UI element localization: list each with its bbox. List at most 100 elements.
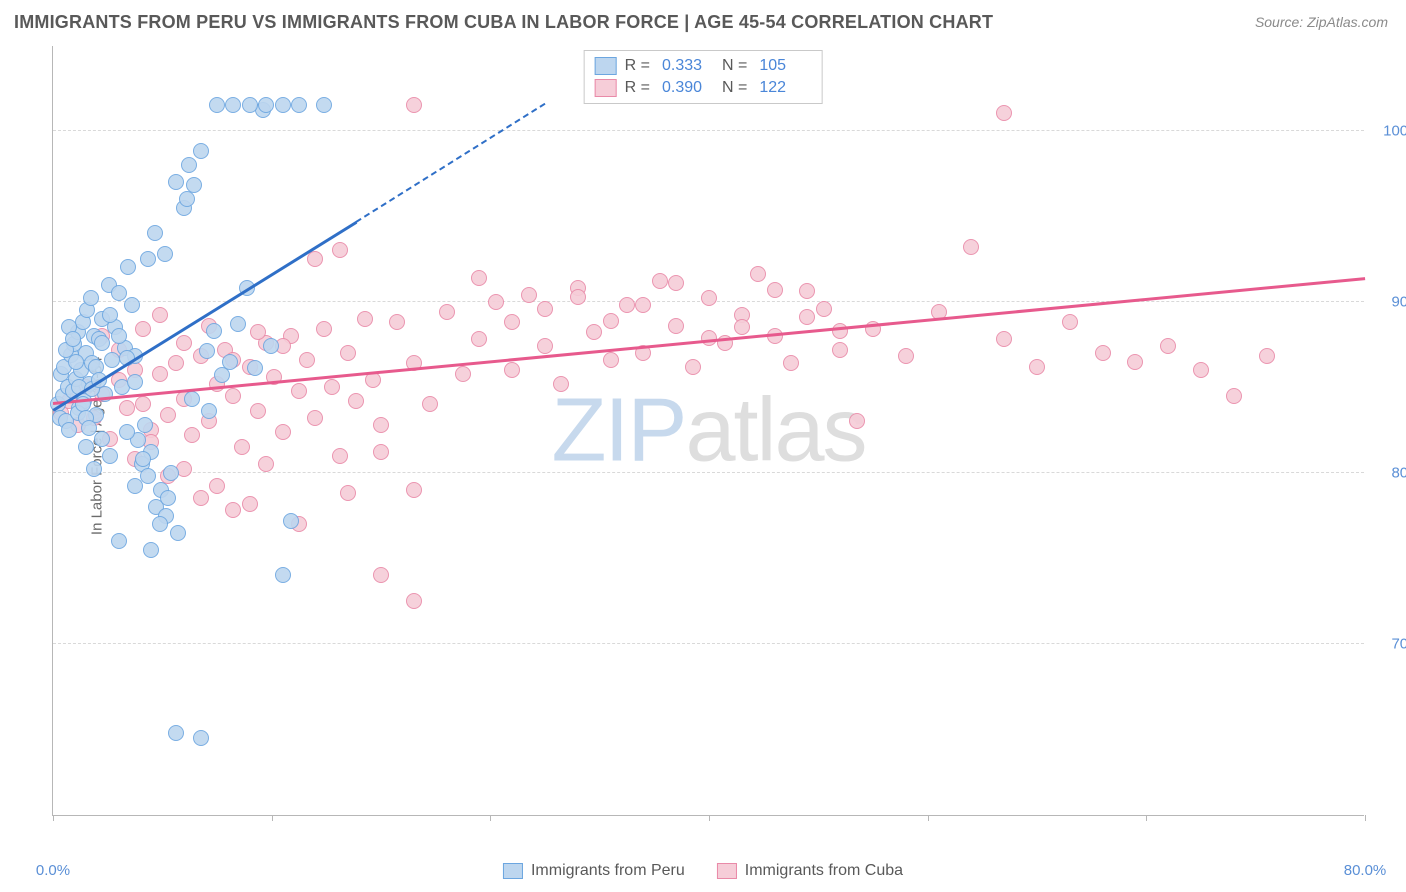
data-point-cuba bbox=[160, 407, 176, 423]
data-point-cuba bbox=[734, 319, 750, 335]
data-point-cuba bbox=[1226, 388, 1242, 404]
data-point-cuba bbox=[316, 321, 332, 337]
r-label: R = bbox=[625, 79, 650, 97]
data-point-peru bbox=[291, 97, 307, 113]
data-point-peru bbox=[120, 259, 136, 275]
data-point-cuba bbox=[258, 456, 274, 472]
legend-stats-peru: R = 0.333 N = 105 bbox=[595, 55, 812, 77]
data-point-cuba bbox=[504, 314, 520, 330]
data-point-peru bbox=[168, 725, 184, 741]
legend-label-peru: Immigrants from Peru bbox=[531, 862, 685, 880]
data-point-cuba bbox=[176, 335, 192, 351]
data-point-cuba bbox=[275, 424, 291, 440]
data-point-peru bbox=[193, 730, 209, 746]
data-point-peru bbox=[78, 439, 94, 455]
y-tick-label: 100.0% bbox=[1372, 122, 1406, 139]
data-point-cuba bbox=[996, 331, 1012, 347]
watermark-atlas: atlas bbox=[685, 380, 865, 480]
data-point-peru bbox=[181, 157, 197, 173]
data-point-cuba bbox=[471, 270, 487, 286]
data-point-cuba bbox=[799, 283, 815, 299]
data-point-cuba bbox=[373, 444, 389, 460]
data-point-peru bbox=[143, 542, 159, 558]
data-point-cuba bbox=[332, 448, 348, 464]
data-point-cuba bbox=[553, 376, 569, 392]
data-point-peru bbox=[68, 354, 84, 370]
data-point-peru bbox=[206, 323, 222, 339]
data-point-peru bbox=[283, 513, 299, 529]
data-point-cuba bbox=[1259, 348, 1275, 364]
y-tick-label: 80.0% bbox=[1372, 464, 1406, 481]
data-point-cuba bbox=[307, 251, 323, 267]
data-point-cuba bbox=[488, 294, 504, 310]
data-point-peru bbox=[275, 97, 291, 113]
data-point-cuba bbox=[570, 289, 586, 305]
data-point-peru bbox=[247, 360, 263, 376]
data-point-cuba bbox=[152, 366, 168, 382]
data-point-cuba bbox=[1160, 338, 1176, 354]
data-point-cuba bbox=[406, 593, 422, 609]
data-point-cuba bbox=[184, 427, 200, 443]
data-point-cuba bbox=[225, 502, 241, 518]
data-point-cuba bbox=[234, 439, 250, 455]
data-point-peru bbox=[222, 354, 238, 370]
peru-r-value: 0.333 bbox=[662, 57, 714, 75]
plot-area: ZIPatlas 70.0%80.0%90.0%100.0%0.0%80.0% bbox=[52, 46, 1364, 816]
data-point-cuba bbox=[332, 242, 348, 258]
data-point-cuba bbox=[373, 417, 389, 433]
data-point-cuba bbox=[1062, 314, 1078, 330]
data-point-cuba bbox=[135, 321, 151, 337]
data-point-peru bbox=[102, 448, 118, 464]
data-point-cuba bbox=[963, 239, 979, 255]
data-point-cuba bbox=[586, 324, 602, 340]
cuba-r-value: 0.390 bbox=[662, 79, 714, 97]
data-point-peru bbox=[104, 352, 120, 368]
x-tick bbox=[272, 815, 273, 821]
data-point-cuba bbox=[242, 496, 258, 512]
legend-item-cuba: Immigrants from Cuba bbox=[717, 862, 903, 880]
y-tick-label: 90.0% bbox=[1372, 293, 1406, 310]
x-tick bbox=[1146, 815, 1147, 821]
data-point-peru bbox=[65, 331, 81, 347]
data-point-cuba bbox=[521, 287, 537, 303]
data-point-cuba bbox=[635, 297, 651, 313]
n-label: N = bbox=[722, 79, 747, 97]
data-point-cuba bbox=[783, 355, 799, 371]
data-point-cuba bbox=[767, 282, 783, 298]
x-tick bbox=[928, 815, 929, 821]
data-point-cuba bbox=[1095, 345, 1111, 361]
legend-stats-cuba: R = 0.390 N = 122 bbox=[595, 77, 812, 99]
data-point-peru bbox=[152, 516, 168, 532]
gridline bbox=[53, 130, 1364, 131]
legend-item-peru: Immigrants from Peru bbox=[503, 862, 685, 880]
data-point-cuba bbox=[832, 323, 848, 339]
data-point-cuba bbox=[299, 352, 315, 368]
chart-title: IMMIGRANTS FROM PERU VS IMMIGRANTS FROM … bbox=[14, 12, 993, 33]
data-point-peru bbox=[111, 328, 127, 344]
legend-swatch-cuba bbox=[717, 863, 737, 879]
data-point-cuba bbox=[357, 311, 373, 327]
y-tick-label: 70.0% bbox=[1372, 635, 1406, 652]
data-point-cuba bbox=[603, 313, 619, 329]
data-point-peru bbox=[214, 367, 230, 383]
data-point-peru bbox=[94, 335, 110, 351]
data-point-peru bbox=[127, 478, 143, 494]
x-tick bbox=[709, 815, 710, 821]
data-point-peru bbox=[184, 391, 200, 407]
data-point-cuba bbox=[365, 372, 381, 388]
data-point-peru bbox=[147, 225, 163, 241]
data-point-peru bbox=[170, 525, 186, 541]
data-point-cuba bbox=[849, 413, 865, 429]
data-point-cuba bbox=[537, 301, 553, 317]
data-point-peru bbox=[119, 424, 135, 440]
data-point-cuba bbox=[324, 379, 340, 395]
legend-swatch-peru bbox=[503, 863, 523, 879]
peru-n-value: 105 bbox=[759, 57, 811, 75]
data-point-cuba bbox=[348, 393, 364, 409]
data-point-cuba bbox=[340, 485, 356, 501]
data-point-peru bbox=[201, 403, 217, 419]
data-point-cuba bbox=[1127, 354, 1143, 370]
x-tick-label: 0.0% bbox=[36, 862, 70, 879]
data-point-peru bbox=[124, 297, 140, 313]
x-tick bbox=[490, 815, 491, 821]
